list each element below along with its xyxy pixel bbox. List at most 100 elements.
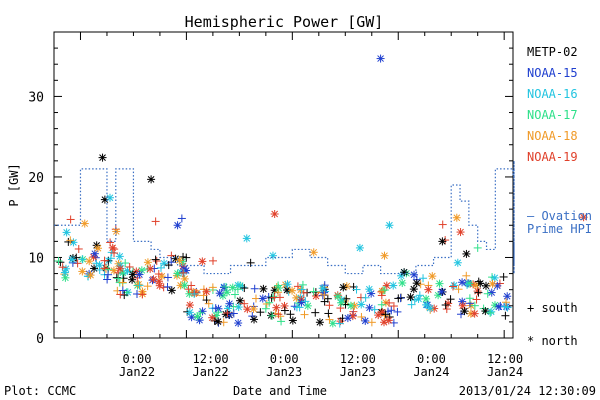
south-point-marker — [179, 252, 188, 261]
north-point-marker — [361, 316, 370, 325]
x-tick-time-label: 12:00 — [193, 352, 229, 366]
ovation-label-line2: Prime HPI — [527, 222, 592, 236]
north-point-marker — [215, 289, 224, 298]
north-point-marker — [173, 221, 182, 230]
north-point-marker — [460, 307, 469, 316]
south-point-marker — [177, 214, 186, 223]
north-point-marker — [453, 258, 462, 267]
north-point-marker — [208, 313, 217, 322]
south-point-marker — [419, 274, 428, 283]
north-point-marker — [346, 301, 355, 310]
south-point-marker — [156, 263, 165, 272]
north-point-marker — [398, 278, 407, 287]
north-point-marker — [94, 244, 103, 253]
south-point-marker — [202, 296, 211, 305]
north-point-marker — [462, 249, 471, 258]
south-point-marker — [154, 270, 163, 279]
south-point-marker — [54, 256, 63, 265]
north-point-marker — [384, 316, 393, 325]
north-point-marker — [355, 243, 364, 252]
data-points — [54, 54, 588, 328]
south-point-marker — [394, 294, 403, 303]
south-point-marker — [118, 278, 127, 287]
north-point-marker — [67, 255, 76, 264]
south-point-marker — [214, 308, 223, 317]
marker-legend-north: * north — [527, 334, 578, 348]
south-point-marker — [274, 288, 283, 297]
south-point-marker — [318, 291, 327, 300]
north-point-marker — [78, 267, 87, 276]
north-point-marker — [61, 273, 70, 282]
south-point-marker — [133, 273, 142, 282]
south-point-marker — [138, 290, 147, 299]
north-point-marker — [90, 264, 99, 273]
chart-title: Hemispheric Power [GW] — [185, 13, 384, 31]
north-point-marker — [175, 256, 184, 265]
north-point-marker — [193, 312, 202, 321]
north-point-marker — [315, 318, 324, 327]
north-point-marker — [309, 248, 318, 257]
south-point-marker — [248, 312, 257, 321]
north-point-marker — [412, 279, 421, 288]
north-point-marker — [337, 298, 346, 307]
ovation-label-line1: — Ovation — [527, 209, 592, 223]
south-point-marker — [454, 285, 463, 294]
north-point-marker — [147, 175, 156, 184]
ovation-prime-hpi-line — [54, 160, 515, 275]
south-point-marker — [151, 255, 160, 264]
south-point-marker — [377, 300, 386, 309]
north-point-marker — [146, 264, 155, 273]
footer-timestamp: 2013/01/24 12:30:09 — [459, 384, 596, 398]
south-point-marker — [393, 307, 402, 316]
south-point-marker — [190, 289, 199, 298]
south-point-marker — [300, 310, 309, 319]
north-point-marker — [406, 293, 415, 302]
north-point-marker — [458, 278, 467, 287]
south-point-marker — [410, 295, 419, 304]
south-point-marker — [112, 273, 121, 282]
south-point-marker — [474, 277, 483, 286]
x-tick-date-label: Jan23 — [340, 365, 376, 379]
north-point-marker — [374, 311, 383, 320]
south-point-marker — [352, 285, 361, 294]
north-point-marker — [409, 285, 418, 294]
south-point-marker — [462, 271, 471, 280]
south-point-marker — [92, 259, 101, 268]
south-point-marker — [389, 302, 398, 311]
south-point-marker — [221, 282, 230, 291]
south-point-marker — [441, 300, 450, 309]
south-point-marker — [298, 280, 307, 289]
north-point-marker — [357, 300, 366, 309]
north-point-marker — [60, 268, 69, 277]
south-point-marker — [325, 315, 334, 324]
south-point-marker — [268, 311, 277, 320]
south-point-marker — [483, 289, 492, 298]
north-point-marker — [283, 280, 292, 289]
south-point-marker — [223, 308, 232, 317]
south-point-marker — [415, 291, 424, 300]
north-point-marker — [465, 279, 474, 288]
north-point-marker — [438, 237, 447, 246]
south-point-marker — [184, 285, 193, 294]
north-point-marker — [223, 288, 232, 297]
north-point-marker — [185, 308, 194, 317]
north-point-marker — [86, 271, 95, 280]
north-point-marker — [380, 251, 389, 260]
south-point-marker — [204, 299, 213, 308]
x-tick-date-label: Jan22 — [193, 365, 229, 379]
north-point-marker — [190, 288, 199, 297]
north-point-marker — [400, 268, 409, 277]
north-point-marker — [473, 287, 482, 296]
south-point-marker — [256, 308, 265, 317]
south-point-marker — [309, 287, 318, 296]
north-point-marker — [487, 288, 496, 297]
y-tick-label: 10 — [28, 251, 44, 266]
south-point-marker — [499, 272, 508, 281]
south-point-marker — [66, 236, 75, 245]
south-point-marker — [240, 299, 249, 308]
north-point-marker — [259, 284, 268, 293]
y-axis: 0 10 20 30 — [28, 31, 513, 347]
north-point-marker — [318, 284, 327, 293]
south-point-marker — [265, 298, 274, 307]
north-point-marker — [236, 296, 245, 305]
